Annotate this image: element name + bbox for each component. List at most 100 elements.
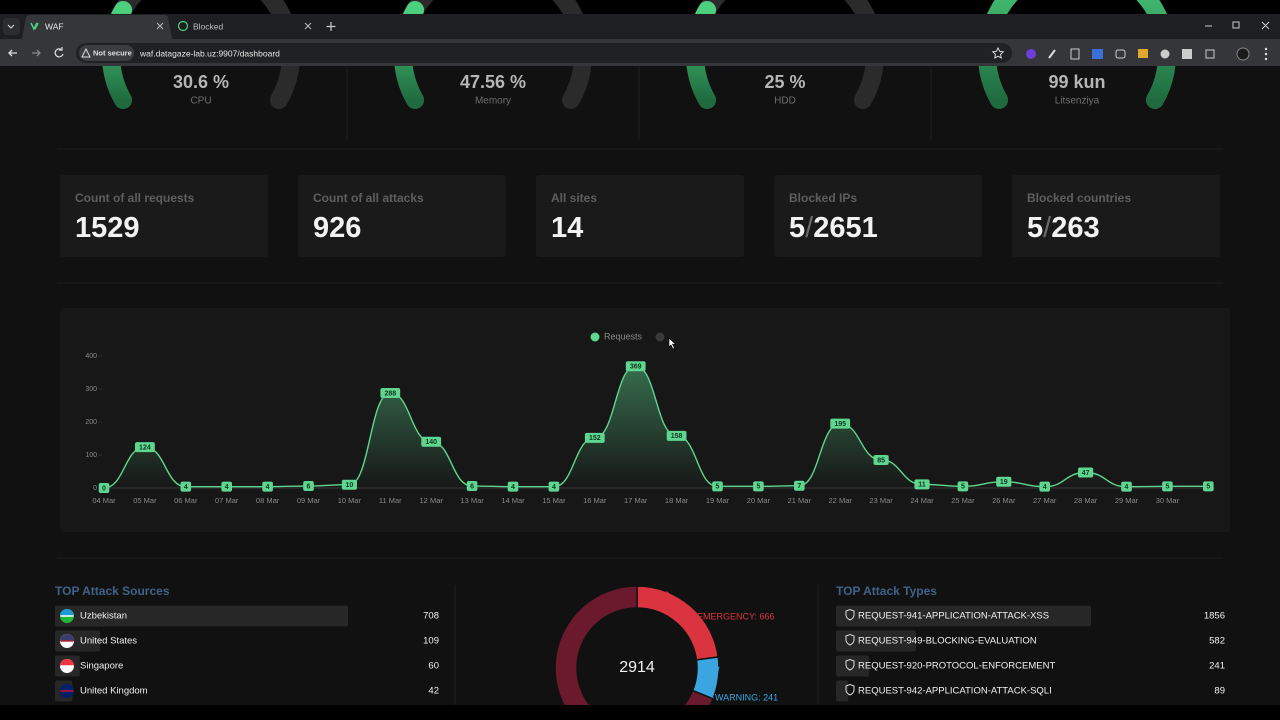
url-text[interactable]: waf.datagaze-lab.uz:9907/dashboard (139, 48, 280, 58)
stat-value: 926 (313, 212, 361, 244)
row-value: 241 (1209, 661, 1225, 672)
leader-line (666, 591, 696, 618)
x-tick-label: 28 Mar (1074, 496, 1098, 505)
back-button[interactable] (8, 49, 17, 57)
extension-icon[interactable] (1048, 49, 1056, 59)
stat-value: 5/263 (1027, 212, 1100, 244)
row-name: REQUEST-949-BLOCKING-EVALUATION (858, 636, 1037, 647)
window-controls[interactable] (1205, 21, 1270, 30)
data-label: 85 (877, 457, 885, 464)
tab-title[interactable]: Blocked (193, 21, 224, 31)
data-label-bg (262, 481, 273, 492)
x-tick-label: 08 Mar (256, 496, 280, 505)
security-chip[interactable] (79, 45, 134, 61)
extension-icon[interactable] (1182, 49, 1192, 59)
gauge-label: HDD (774, 96, 796, 107)
row-value: 89 (1214, 686, 1225, 697)
x-tick-label: 04 Mar (92, 496, 116, 505)
gauge-label: Memory (475, 96, 511, 107)
data-label-bg (794, 480, 805, 491)
x-tick-label: 26 Mar (992, 496, 1016, 505)
x-tick-label: 10 Mar (338, 496, 362, 505)
shield-icon (845, 633, 855, 646)
data-label-bg (1203, 481, 1214, 492)
extension-icon[interactable] (1115, 49, 1126, 59)
data-label-bg (548, 481, 560, 492)
stat-number: 14 (551, 212, 583, 244)
gauge-value: 25 % (764, 72, 805, 92)
extension-icon[interactable] (1092, 49, 1103, 59)
tab-close[interactable] (304, 22, 312, 30)
gauge-value: 99 kun (1048, 72, 1105, 92)
data-label-bg (1078, 467, 1094, 478)
data-label: 140 (425, 439, 437, 446)
flag (60, 684, 74, 691)
extensions-menu[interactable] (1205, 49, 1215, 59)
row-bar (836, 655, 870, 677)
flag (60, 659, 74, 666)
data-label-bg (98, 483, 110, 493)
data-label-bg (625, 361, 646, 372)
extension-icon[interactable] (1138, 49, 1148, 58)
warning-icon (81, 47, 91, 58)
legend-label: Requests (604, 331, 643, 341)
donut-total: 2914 (619, 659, 655, 676)
x-tick-label: 11 Mar (379, 496, 402, 505)
data-label: 6 (470, 483, 474, 490)
data-label: 5 (756, 484, 760, 491)
omnibox[interactable] (76, 43, 1012, 63)
x-tick-label: 09 Mar (297, 496, 321, 505)
x-tick-label: 13 Mar (460, 496, 484, 505)
data-label-bg (1162, 481, 1173, 492)
section-title: TOP Attack Sources (55, 584, 170, 598)
stat-value: 5/2651 (789, 212, 878, 244)
extension-icon[interactable] (1070, 48, 1080, 60)
stat-value: 1529 (75, 212, 140, 244)
x-tick-label: 30 Mar (1156, 496, 1180, 505)
data-label: 10 (346, 482, 354, 489)
stat-total: 263 (1051, 212, 1099, 244)
data-label-bg (584, 432, 605, 443)
data-label-bg (830, 418, 851, 429)
data-label: 0 (102, 485, 106, 492)
data-label: 195 (834, 421, 846, 428)
x-tick-label: 20 Mar (747, 496, 771, 505)
stat-value: 14 (551, 212, 583, 244)
legend-marker (590, 332, 600, 342)
stat-title: All sites (551, 191, 597, 205)
row-value: 1856 (1204, 611, 1225, 622)
reload-button[interactable] (54, 47, 64, 58)
data-label-bg (666, 430, 687, 441)
new-tab[interactable] (326, 22, 336, 31)
data-label: 4 (184, 484, 188, 491)
data-label: 369 (630, 364, 642, 371)
donut-segment (554, 585, 714, 720)
row-value: 42 (428, 686, 439, 697)
row-name: Singapore (80, 661, 123, 672)
extension-icon[interactable] (1160, 49, 1170, 59)
extension-icon[interactable] (1026, 49, 1036, 59)
cursor (668, 337, 677, 350)
y-tick-label: 0 (93, 485, 97, 492)
data-label: 47 (1082, 470, 1090, 477)
row-value: 582 (1209, 636, 1225, 647)
tab-title[interactable]: WAF (45, 21, 64, 31)
x-tick-label: 19 Mar (706, 496, 730, 505)
x-tick-label: 23 Mar (869, 496, 893, 505)
data-label: 19 (1000, 479, 1008, 486)
tab-menu[interactable] (3, 18, 20, 35)
data-label: 6 (307, 483, 311, 490)
row-name: Uzbekistan (80, 611, 127, 622)
data-label-bg (466, 481, 478, 492)
tab-close[interactable] (156, 22, 164, 30)
x-tick-label: 24 Mar (910, 496, 934, 505)
data-label: 4 (511, 484, 515, 491)
data-label: 4 (552, 484, 556, 491)
forward-button[interactable] (32, 49, 41, 57)
active-tab[interactable] (22, 15, 172, 39)
profile[interactable] (1236, 47, 1250, 61)
flag (60, 609, 74, 616)
y-tick-label: 200 (85, 419, 97, 426)
bookmark-star[interactable] (991, 46, 1005, 59)
data-label-bg (996, 476, 1012, 487)
